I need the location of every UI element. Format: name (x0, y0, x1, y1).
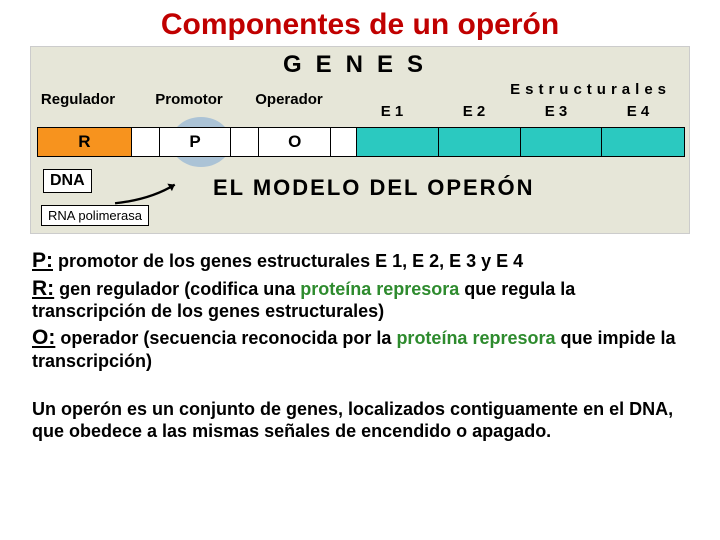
model-title: EL MODELO DEL OPERÓN (213, 175, 535, 201)
definition-r-green: proteína represora (300, 279, 459, 299)
definition-r: R: gen regulador (codifica una proteína … (32, 276, 688, 324)
dna-segment-1 (132, 128, 160, 156)
label-regulador: Regulador (31, 81, 125, 126)
dna-label: DNA (43, 169, 92, 193)
label-e1: E 1 (351, 81, 433, 126)
dna-segment-0: R (38, 128, 132, 156)
label-e4: E 4 (597, 81, 679, 126)
definition-r-key: R: (32, 277, 54, 300)
definition-o-key: O: (32, 326, 55, 349)
dna-segment-6 (357, 128, 439, 156)
definition-o-green: proteína represora (396, 328, 555, 348)
label-e2: E 2 (433, 81, 515, 126)
column-labels-row: Regulador Promotor Operador E 1 E 2 E 3 … (31, 81, 689, 126)
definition-p-key: P: (32, 249, 53, 272)
dna-segment-5 (331, 128, 357, 156)
dna-segment-7 (439, 128, 521, 156)
dna-segment-9 (602, 128, 684, 156)
definition-p-text: promotor de los genes estructurales E 1,… (53, 251, 523, 271)
arrow-icon (113, 179, 188, 207)
rna-polymerase-label: RNA polimerasa (41, 205, 149, 226)
label-e3: E 3 (515, 81, 597, 126)
dna-segment-3 (231, 128, 259, 156)
dna-segment-2: P (160, 128, 232, 156)
definitions-block: P: promotor de los genes estructurales E… (30, 248, 690, 443)
dna-bar: RPO (37, 127, 685, 157)
dna-segment-4: O (259, 128, 331, 156)
genes-header: GENES (31, 51, 689, 79)
slide-title: Componentes de un operón (30, 8, 690, 42)
definition-o: O: operador (secuencia reconocida por la… (32, 325, 688, 373)
definition-p: P: promotor de los genes estructurales E… (32, 248, 688, 274)
label-operador: Operador (253, 81, 325, 126)
dna-segment-8 (521, 128, 603, 156)
final-paragraph: Un operón es un conjunto de genes, local… (32, 399, 688, 443)
operon-diagram: GENES Estructurales Regulador Promotor O… (30, 46, 690, 234)
